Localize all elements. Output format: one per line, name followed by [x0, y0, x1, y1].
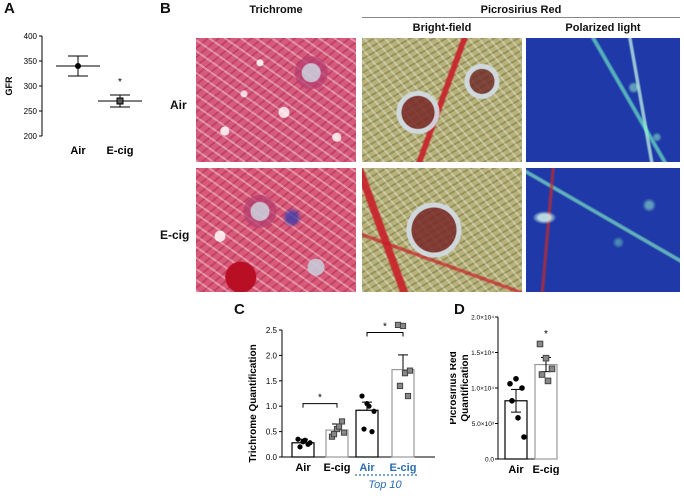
- y-tick-label: 1.5: [266, 377, 278, 386]
- data-point: [396, 382, 404, 389]
- data-point: [335, 423, 343, 430]
- significance-star: *: [544, 329, 548, 340]
- micrograph-brightfield-air: [362, 38, 522, 162]
- y-axis-label-line1: Picrosirius Red: [450, 351, 459, 424]
- micrograph-polarized-ecig: [526, 168, 680, 292]
- subheader-polarized: Polarized light: [565, 22, 641, 34]
- data-point: [507, 380, 513, 387]
- y-tick-label: 1.0×10⁴: [471, 386, 494, 393]
- data-point: [302, 437, 308, 443]
- x-tick-label: E-cig: [324, 462, 351, 474]
- data-point: [369, 429, 375, 435]
- data-point: [544, 377, 552, 385]
- data-point: [295, 436, 301, 442]
- data-point: [361, 426, 367, 432]
- x-tick-label: Air: [508, 464, 524, 475]
- y-tick-label: 400: [24, 32, 38, 41]
- micrograph-polarized-air: [526, 38, 680, 162]
- y-tick-label: 5.0×10³: [472, 421, 495, 428]
- data-point: [513, 375, 519, 382]
- micrograph-trichrome-air: [196, 38, 356, 162]
- header-divider: [362, 17, 680, 18]
- chart-d: 0.0 5.0×10³ 1.0×10⁴ 1.5×10⁴ 2.0×10⁴ Picrosiri…: [450, 315, 560, 476]
- y-axis-label-line2: Quantification: [460, 354, 471, 421]
- x-tick-label: Air: [295, 462, 311, 474]
- significance-star: *: [118, 77, 122, 88]
- data-point: [548, 365, 556, 373]
- significance-bracket-2: [366, 332, 404, 337]
- y-tick-label: 200: [24, 132, 38, 141]
- data-point: [509, 397, 515, 404]
- y-tick-label: 350: [24, 57, 38, 66]
- data-point: [542, 354, 550, 362]
- data-point: [519, 385, 525, 391]
- group-label-top10: Top 10: [368, 479, 402, 491]
- mean-point: [116, 97, 124, 105]
- header-trichrome: Trichrome: [249, 4, 303, 16]
- data-point: [399, 322, 407, 330]
- data-point: [366, 403, 372, 409]
- panel-letter-b: B: [160, 0, 171, 17]
- data-point: [340, 429, 348, 436]
- x-tick-label: Air: [359, 462, 375, 474]
- y-tick-label: 300: [24, 82, 38, 91]
- data-point: [401, 370, 409, 377]
- y-tick-label: 0.0: [266, 453, 278, 462]
- data-point: [536, 340, 544, 348]
- y-tick-label: 1.5×10⁴: [471, 350, 494, 357]
- row-label-ecig: E-cig: [160, 228, 190, 242]
- data-point: [406, 367, 414, 374]
- y-tick-label: 0.0: [485, 457, 494, 464]
- micrograph-trichrome-ecig: [196, 168, 356, 292]
- header-picrosirius: Picrosirius Red: [480, 4, 562, 16]
- chart-a: 200 250 300 350 400 GFR Air E-cig *: [4, 32, 142, 157]
- data-point: [404, 392, 412, 400]
- y-tick-label: 2.0×10⁴: [471, 315, 494, 322]
- bar: [355, 409, 379, 458]
- chart-c: 0.0 0.5 1.0 1.5 2.0 2.5 Trichrome Quantificati…: [248, 321, 435, 491]
- y-tick-label: 1.0: [266, 402, 278, 411]
- y-tick-label: 250: [24, 107, 38, 116]
- x-tick-label: E-cig: [107, 145, 134, 157]
- y-tick-label: 2.5: [266, 326, 278, 335]
- micrograph-brightfield-ecig: [362, 168, 522, 292]
- row-label-air: Air: [170, 98, 187, 112]
- significance-bracket-1-star: *: [318, 393, 322, 404]
- data-point: [297, 444, 303, 450]
- data-point: [394, 321, 402, 329]
- data-point: [307, 440, 313, 446]
- x-tick-label: E-cig: [533, 464, 560, 475]
- bar: [391, 369, 415, 458]
- x-tick-label: Air: [70, 145, 86, 157]
- subheader-brightfield: Bright-field: [412, 22, 472, 34]
- significance-bracket-1: [302, 403, 338, 408]
- data-point: [330, 431, 338, 438]
- data-point: [338, 418, 346, 425]
- data-point: [359, 393, 365, 399]
- panel-letter-a: A: [4, 0, 15, 17]
- data-point: [521, 434, 527, 440]
- y-tick-label: 0.5: [266, 428, 278, 437]
- data-point: [538, 371, 546, 378]
- panel-letter-c: C: [234, 301, 245, 318]
- data-point: [515, 415, 521, 421]
- data-point: [371, 408, 377, 414]
- x-tick-label: E-cig: [390, 462, 417, 474]
- y-tick-label: 2.0: [266, 351, 278, 360]
- y-axis-label: GFR: [4, 76, 14, 95]
- panel-letter-d: D: [454, 301, 465, 318]
- mean-point: [75, 63, 81, 69]
- y-axis-label: Trichrome Quantification: [248, 344, 259, 462]
- significance-bracket-2-star: *: [383, 322, 387, 333]
